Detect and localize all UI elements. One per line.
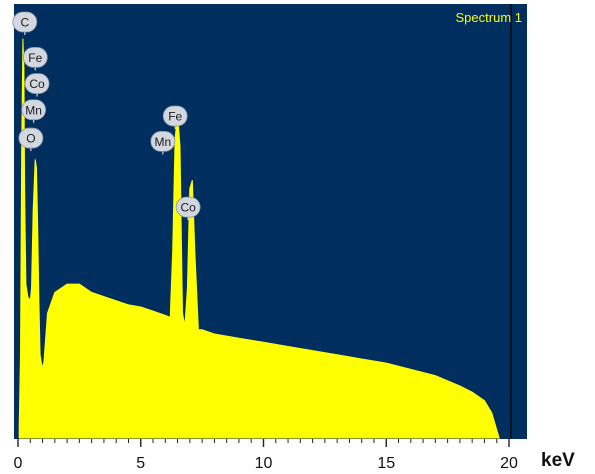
peak-label-text: Fe bbox=[168, 110, 182, 124]
peak-label: Mn bbox=[21, 99, 47, 123]
peak-label-badge bbox=[21, 99, 47, 121]
peak-label-text: O bbox=[26, 132, 35, 146]
peak-label-badge bbox=[150, 130, 176, 152]
spectrum-fill-layer bbox=[18, 38, 500, 439]
peak-label-badge bbox=[22, 46, 48, 68]
spectrum-area-0 bbox=[18, 38, 500, 439]
peak-label-text: Mn bbox=[154, 135, 171, 149]
peak-label-text: Fe bbox=[28, 51, 42, 65]
peak-label: Co bbox=[24, 73, 50, 97]
peak-label: C bbox=[12, 11, 38, 35]
peak-label: Co bbox=[175, 196, 201, 221]
x-axis-unit-label: keV bbox=[541, 450, 575, 471]
peak-label: O bbox=[18, 127, 44, 152]
peak-label-badge bbox=[18, 127, 44, 149]
peak-label-text: C bbox=[20, 16, 29, 30]
x-tick-label: 5 bbox=[136, 455, 145, 472]
x-tick-label: 10 bbox=[255, 455, 273, 472]
peak-label-text: Co bbox=[180, 201, 196, 215]
peak-label-badge bbox=[24, 73, 50, 94]
x-axis: 0 5 10 15 20 bbox=[14, 439, 518, 472]
x-tick-label: 15 bbox=[377, 455, 395, 472]
peak-label-badge bbox=[175, 196, 201, 218]
peak-label: Fe bbox=[22, 46, 48, 71]
spectrum-label: Spectrum 1 bbox=[456, 10, 522, 25]
peak-label: Mn bbox=[150, 130, 176, 155]
peak-label: Fe bbox=[162, 105, 188, 130]
peak-label-text: Mn bbox=[25, 103, 42, 117]
peak-label-badge bbox=[162, 105, 188, 127]
x-tick-label: 0 bbox=[14, 455, 23, 472]
peak-label-badge bbox=[12, 11, 38, 33]
peak-label-text: Co bbox=[29, 77, 45, 91]
peak-label-layer: C Fe Co Mn O Fe Mn Co bbox=[12, 11, 201, 221]
x-tick-label: 20 bbox=[500, 455, 518, 472]
